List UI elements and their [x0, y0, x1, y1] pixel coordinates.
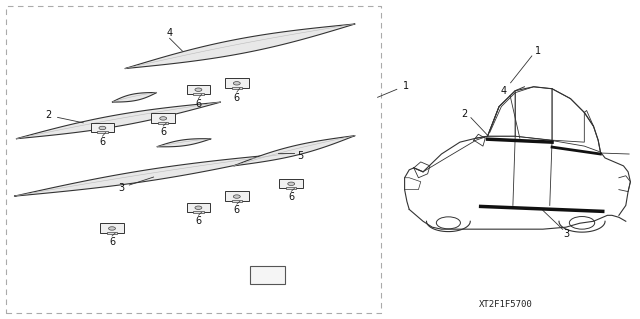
Text: XT2F1F5700: XT2F1F5700 — [479, 300, 532, 309]
Circle shape — [195, 206, 202, 210]
Circle shape — [195, 88, 202, 92]
Text: 6: 6 — [288, 192, 294, 202]
Text: 6: 6 — [109, 237, 115, 247]
Circle shape — [99, 126, 106, 130]
FancyBboxPatch shape — [91, 123, 115, 132]
Text: 4: 4 — [166, 28, 173, 39]
Text: 6: 6 — [195, 99, 202, 109]
Text: 2: 2 — [45, 110, 51, 120]
Circle shape — [234, 195, 240, 198]
FancyBboxPatch shape — [107, 232, 117, 234]
Text: 6: 6 — [99, 137, 106, 147]
FancyBboxPatch shape — [232, 87, 242, 89]
FancyBboxPatch shape — [151, 113, 175, 123]
Polygon shape — [157, 139, 211, 147]
Circle shape — [234, 82, 240, 85]
Text: 4: 4 — [500, 86, 507, 96]
Text: 5: 5 — [298, 151, 304, 161]
FancyBboxPatch shape — [187, 85, 210, 94]
Bar — [250, 266, 285, 284]
Text: 6: 6 — [160, 127, 166, 137]
FancyBboxPatch shape — [193, 93, 204, 95]
Text: 1: 1 — [535, 46, 541, 56]
Polygon shape — [112, 93, 157, 102]
FancyBboxPatch shape — [100, 223, 124, 233]
FancyBboxPatch shape — [97, 131, 108, 133]
Circle shape — [288, 182, 294, 186]
Text: 3: 3 — [118, 183, 125, 193]
FancyBboxPatch shape — [225, 78, 248, 88]
Text: 6: 6 — [234, 205, 240, 215]
Circle shape — [109, 227, 115, 230]
Text: 1: 1 — [403, 81, 410, 91]
Text: 6: 6 — [234, 93, 240, 103]
Text: 3: 3 — [563, 229, 569, 239]
Polygon shape — [234, 136, 355, 166]
Polygon shape — [14, 153, 291, 196]
Text: 2: 2 — [461, 109, 468, 119]
FancyBboxPatch shape — [193, 211, 204, 213]
FancyBboxPatch shape — [187, 203, 210, 212]
FancyBboxPatch shape — [280, 179, 303, 188]
FancyBboxPatch shape — [225, 191, 248, 201]
Text: 5: 5 — [639, 149, 640, 159]
FancyBboxPatch shape — [286, 187, 296, 189]
FancyBboxPatch shape — [232, 200, 242, 202]
Text: 6: 6 — [195, 216, 202, 226]
FancyBboxPatch shape — [158, 122, 168, 124]
Circle shape — [160, 117, 166, 120]
Polygon shape — [16, 102, 221, 139]
Polygon shape — [125, 24, 355, 69]
